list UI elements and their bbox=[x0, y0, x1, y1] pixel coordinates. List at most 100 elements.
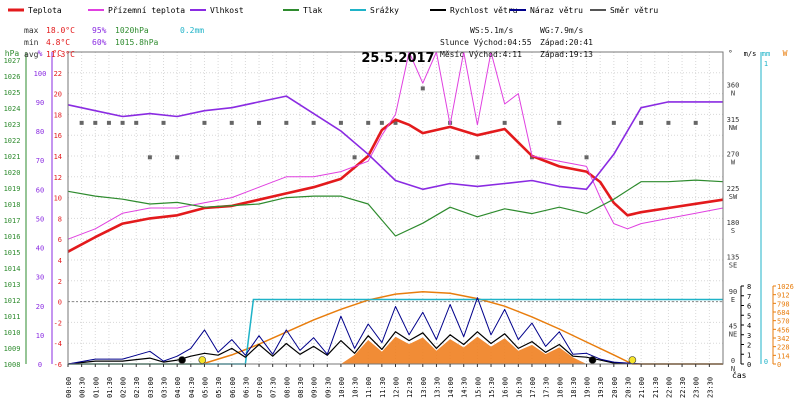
axis-tick-temp: 14 bbox=[54, 153, 62, 161]
legend-label-sr-ky: Srážky bbox=[370, 6, 399, 15]
wind-dir-mark bbox=[502, 120, 507, 125]
axis-tick-hpa: 1025 bbox=[4, 89, 21, 97]
axis-tick-dir: 360 bbox=[727, 81, 740, 89]
stat-min-hum: 60% bbox=[92, 38, 107, 47]
axis-tick-hpa: 1011 bbox=[4, 313, 21, 321]
x-tick-label: 13:00 bbox=[420, 377, 428, 398]
axis-unit-dir: ° bbox=[728, 49, 733, 58]
wind-dir-mark bbox=[257, 120, 262, 125]
x-tick-label: 10:30 bbox=[352, 377, 360, 398]
axis-tick-temp: 12 bbox=[54, 174, 62, 182]
stat-max-hum: 95% bbox=[92, 26, 107, 35]
axis-tick-hpa: 1027 bbox=[4, 57, 21, 65]
wind-dir-mark bbox=[161, 120, 166, 125]
axis-tick-hpa: 1024 bbox=[4, 105, 21, 113]
axis-tick-pct: 40 bbox=[36, 245, 44, 253]
stat-avg-label: avg bbox=[24, 50, 39, 59]
axis-tick-pct: 30 bbox=[36, 274, 44, 282]
legend-label-rychlost-v-tru: Rychlost větru bbox=[450, 6, 518, 15]
wind-dir-mark bbox=[311, 120, 316, 125]
x-tick-label: 02:30 bbox=[133, 377, 141, 398]
axis-tick-ms: 8 bbox=[747, 283, 751, 291]
axis-tick-pct: 90 bbox=[36, 99, 44, 107]
axis-tick-ms: 7 bbox=[747, 293, 751, 301]
solar-fill bbox=[68, 336, 723, 364]
axis-tick-dir: 0 bbox=[731, 357, 735, 365]
axis-tick-temp: 0 bbox=[58, 299, 62, 307]
axis-tick-ms: 1 bbox=[747, 351, 751, 359]
x-tick-label: 22:00 bbox=[665, 377, 673, 398]
stat-max-label: max bbox=[24, 26, 39, 35]
axis-tick-w: 0 bbox=[777, 361, 781, 369]
astro-marker bbox=[588, 356, 597, 364]
header-text: max 18.0°C 95% 1020hPa 0.2mm min 4.8°C 6… bbox=[24, 26, 747, 380]
stat-max-rain: 0.2mm bbox=[180, 26, 204, 35]
axis-tick-w: 1026 bbox=[777, 283, 794, 291]
wind-dir-mark bbox=[666, 120, 671, 125]
axis-tick-hpa: 1013 bbox=[4, 281, 21, 289]
x-tick-label: 02:00 bbox=[120, 377, 128, 398]
x-tick-label: 22:30 bbox=[679, 377, 687, 398]
wind-dir-mark bbox=[147, 155, 152, 160]
axis-tick-dir-name: S bbox=[731, 227, 735, 235]
axis-unit-temp: °C bbox=[52, 49, 62, 58]
legend-label-vlhkost: Vlhkost bbox=[210, 6, 244, 15]
axis-tick-dir: 270 bbox=[727, 150, 740, 158]
wind-dir-mark bbox=[175, 155, 180, 160]
axis-tick-hpa: 1016 bbox=[4, 233, 21, 241]
x-tick-label: 11:00 bbox=[365, 377, 373, 398]
x-tick-label: 23:00 bbox=[693, 377, 701, 398]
wind-dir-mark bbox=[366, 120, 371, 125]
astro-sun-set: Západ:20:41 bbox=[540, 38, 593, 47]
axis-tick-dir-name: E bbox=[731, 296, 735, 304]
axis-tick-hpa: 1020 bbox=[4, 169, 21, 177]
axis-tick-dir: 90 bbox=[729, 288, 737, 296]
astro-marker bbox=[628, 356, 637, 364]
axis-unit-mm: mm bbox=[762, 50, 770, 58]
x-tick-label: 12:00 bbox=[393, 377, 401, 398]
astro-sun: Slunce Východ:04:55 bbox=[440, 38, 532, 47]
wind-dir-mark bbox=[379, 120, 384, 125]
x-tick-label: 14:00 bbox=[447, 377, 455, 398]
axis-tick-hpa: 1017 bbox=[4, 217, 21, 225]
x-tick-label: 21:00 bbox=[638, 377, 646, 398]
x-tick-label: 04:30 bbox=[188, 377, 196, 398]
axis-tick-temp: 18 bbox=[54, 111, 62, 119]
axis-tick-dir: 135 bbox=[727, 254, 740, 262]
axis-tick-dir: 225 bbox=[727, 185, 740, 193]
astro-marker bbox=[198, 356, 207, 364]
axis-unit-hpa: hPa bbox=[5, 49, 20, 58]
axis-tick-ms: 6 bbox=[747, 303, 751, 311]
wind-dir-mark bbox=[79, 120, 84, 125]
axis-tick-w: 456 bbox=[777, 326, 790, 334]
x-tick-label: 08:30 bbox=[297, 377, 305, 398]
axis-unit-pct: % bbox=[38, 49, 43, 58]
wind-dir-mark bbox=[284, 120, 289, 125]
astro-ws: WS:5.1m/s bbox=[470, 26, 514, 35]
axis-tick-dir: 45 bbox=[729, 323, 737, 331]
axis-tick-hpa: 1010 bbox=[4, 329, 21, 337]
axis-tick-dir-name: SW bbox=[729, 193, 738, 201]
axis-tick-pct: 80 bbox=[36, 128, 44, 136]
axis-tick-hpa: 1012 bbox=[4, 297, 21, 305]
x-tick-label: 09:00 bbox=[311, 377, 319, 398]
x-tick-label: 17:30 bbox=[543, 377, 551, 398]
legend-label-p-zemn-teplota: Přízemní teplota bbox=[108, 6, 185, 15]
x-tick-label: 04:00 bbox=[174, 377, 182, 398]
x-tick-label: 10:00 bbox=[338, 377, 346, 398]
x-tick-label: 16:30 bbox=[515, 377, 523, 398]
wind-dir-mark bbox=[475, 155, 480, 160]
wind-dir-mark bbox=[338, 120, 343, 125]
wind-dir-mark bbox=[120, 120, 125, 125]
axis-tick-temp: 22 bbox=[54, 70, 62, 78]
axis-tick-w: 912 bbox=[777, 292, 790, 300]
axis-tick-temp: 4 bbox=[58, 257, 62, 265]
axis-tick-hpa: 1022 bbox=[4, 137, 21, 145]
wind-dir-mark bbox=[693, 120, 698, 125]
axis-tick-pct: 10 bbox=[36, 332, 44, 340]
x-tick-label: 00:30 bbox=[79, 377, 87, 398]
axis-tick-dir-name: W bbox=[731, 158, 736, 166]
axis-tick-w: 228 bbox=[777, 344, 790, 352]
astro-moon-set: Západ:19:13 bbox=[540, 50, 593, 59]
wind-dir-mark bbox=[420, 86, 425, 91]
